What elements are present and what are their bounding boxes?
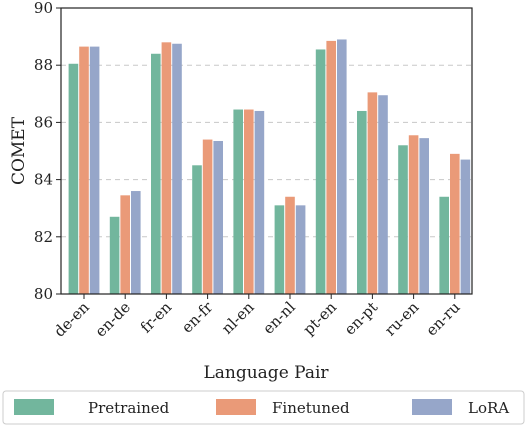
- bar-lora-en-nl: [295, 205, 306, 294]
- y-tick-label: 86: [34, 113, 53, 131]
- x-tick-label: en-de: [92, 298, 135, 341]
- legend-box: [2, 390, 525, 425]
- bar-pretrained-en-fr: [192, 165, 202, 294]
- legend: Pretrained Finetuned LoRA: [2, 390, 525, 425]
- bar-pretrained-en-de: [109, 216, 120, 294]
- x-tick-label: pt-en: [300, 298, 341, 339]
- x-axis-title: Language Pair: [203, 363, 329, 383]
- x-tick-label: en-ru: [422, 298, 464, 340]
- y-tick-label: 82: [34, 228, 53, 246]
- y-tick-label: 84: [34, 171, 53, 189]
- x-tick-label: ru-en: [381, 298, 423, 340]
- x-tick-label: de-en: [50, 298, 93, 341]
- bar-pretrained-de-en: [68, 63, 79, 294]
- bar-lora-en-ru: [460, 159, 471, 294]
- bar-finetuned-fr-en: [161, 42, 172, 294]
- bar-finetuned-de-en: [79, 46, 89, 294]
- x-tick-label: en-fr: [178, 298, 217, 337]
- bar-finetuned-en-ru: [450, 153, 460, 294]
- x-tick-label: en-pt: [341, 298, 381, 338]
- plot-frame: [60, 7, 473, 295]
- bar-pretrained-en-pt: [357, 110, 367, 295]
- bar-lora-ru-en: [419, 138, 429, 294]
- x-tick-label: nl-en: [218, 298, 258, 338]
- x-tick-label: fr-en: [137, 298, 176, 337]
- bar-finetuned-nl-en: [244, 109, 254, 294]
- bar-lora-fr-en: [172, 43, 182, 294]
- bar-pretrained-ru-en: [398, 145, 408, 294]
- y-axis: 80 82 84 86 88 90: [34, 0, 61, 303]
- y-tick-label: 80: [34, 285, 53, 303]
- legend-label-finetuned: Finetuned: [272, 399, 350, 417]
- bar-finetuned-ru-en: [408, 135, 419, 294]
- bar-lora-en-de: [131, 191, 141, 294]
- legend-swatch-finetuned: [216, 399, 256, 415]
- bar-finetuned-en-nl: [285, 196, 295, 294]
- bar-pretrained-en-ru: [439, 196, 449, 294]
- bar-lora-pt-en: [337, 39, 347, 295]
- legend-swatch-lora: [412, 399, 452, 415]
- bar-pretrained-fr-en: [151, 53, 161, 295]
- bar-lora-de-en: [89, 46, 100, 294]
- bars-layer: [68, 39, 471, 295]
- legend-swatch-pretrained: [14, 399, 54, 415]
- bar-lora-nl-en: [254, 110, 265, 295]
- y-axis-title: COMET: [9, 116, 29, 185]
- bar-lora-en-pt: [378, 95, 388, 294]
- bar-finetuned-en-de: [120, 195, 130, 294]
- bar-finetuned-en-fr: [202, 139, 213, 294]
- bar-finetuned-pt-en: [326, 40, 336, 294]
- legend-label-pretrained: Pretrained: [88, 399, 170, 417]
- y-tick-label: 88: [34, 56, 53, 74]
- bar-lora-en-fr: [213, 140, 223, 294]
- bar-pretrained-nl-en: [233, 109, 243, 294]
- bar-pretrained-pt-en: [315, 49, 326, 294]
- bar-pretrained-en-nl: [274, 205, 285, 294]
- x-tick-label: en-nl: [259, 298, 299, 338]
- legend-label-lora: LoRA: [468, 399, 509, 417]
- y-tick-label: 90: [34, 0, 53, 17]
- bar-finetuned-en-pt: [367, 92, 378, 295]
